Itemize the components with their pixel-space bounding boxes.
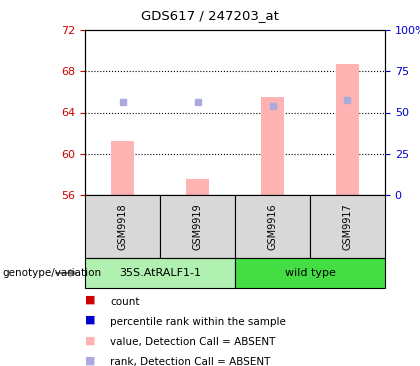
Text: 35S.AtRALF1-1: 35S.AtRALF1-1 [119, 268, 201, 278]
Text: ■: ■ [85, 295, 95, 305]
Bar [160, 195, 235, 258]
Text: ■: ■ [85, 355, 95, 365]
Bar [235, 195, 310, 258]
Text: genotype/variation: genotype/variation [2, 268, 101, 278]
Text: count: count [110, 297, 140, 307]
Text: GSM9918: GSM9918 [118, 203, 128, 250]
Text: GSM9917: GSM9917 [342, 203, 352, 250]
Bar [85, 258, 235, 288]
Text: percentile rank within the sample: percentile rank within the sample [110, 317, 286, 327]
Text: ■: ■ [85, 315, 95, 325]
Bar [336, 64, 359, 195]
Text: ■: ■ [85, 335, 95, 345]
Bar [85, 195, 160, 258]
Bar [186, 179, 209, 195]
Text: rank, Detection Call = ABSENT: rank, Detection Call = ABSENT [110, 357, 270, 366]
Text: GSM9919: GSM9919 [192, 203, 202, 250]
Text: GSM9916: GSM9916 [268, 203, 278, 250]
Bar [111, 141, 134, 195]
Text: wild type: wild type [285, 268, 336, 278]
Text: GDS617 / 247203_at: GDS617 / 247203_at [141, 9, 279, 22]
Text: value, Detection Call = ABSENT: value, Detection Call = ABSENT [110, 337, 276, 347]
Bar [235, 258, 385, 288]
Bar [310, 195, 385, 258]
Bar [261, 97, 284, 195]
